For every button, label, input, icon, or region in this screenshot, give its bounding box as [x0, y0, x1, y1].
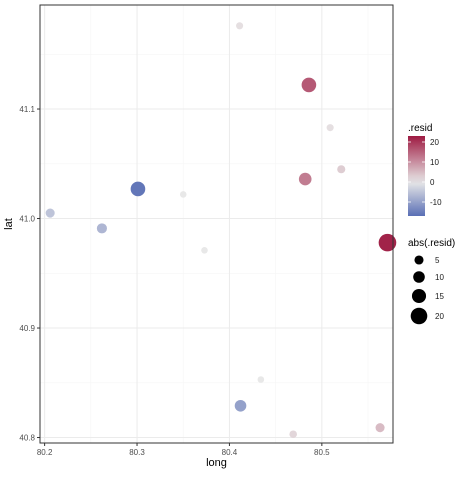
y-axis-title: lat — [3, 218, 15, 230]
data-point — [378, 233, 397, 252]
data-point — [201, 246, 208, 254]
size-key-label: 20 — [435, 312, 444, 321]
x-axis: 80.2 80.3 80.4 80.5 — [37, 443, 330, 457]
y-tick-label: 41.0 — [19, 215, 35, 224]
data-point — [257, 376, 265, 383]
data-point — [130, 181, 146, 197]
color-break-label: 20 — [430, 138, 439, 147]
color-break-label: 0 — [430, 178, 435, 187]
color-break-label: -10 — [430, 198, 442, 207]
y-tick-label: 40.9 — [19, 324, 35, 333]
size-breaks: 5 10 15 20 — [410, 255, 444, 325]
y-tick-label: 40.8 — [19, 434, 35, 443]
data-point — [234, 399, 247, 412]
data-point — [337, 165, 346, 174]
color-breaks: 20 10 0 -10 — [408, 138, 442, 207]
data-point — [96, 223, 107, 234]
size-legend-title: abs(.resid) — [408, 238, 455, 249]
color-legend: .resid 20 10 0 -10 — [408, 123, 442, 216]
color-break-label: 10 — [430, 158, 439, 167]
data-point — [375, 423, 385, 433]
data-point — [289, 430, 297, 439]
data-point — [179, 191, 187, 198]
data-point — [236, 22, 244, 30]
x-tick-label: 80.3 — [129, 448, 145, 457]
size-key-label: 5 — [435, 256, 440, 265]
size-legend: abs(.resid) 5 10 15 20 — [408, 238, 455, 325]
data-point — [326, 124, 334, 132]
size-key-label: 15 — [435, 292, 444, 301]
x-tick-label: 80.4 — [222, 448, 238, 457]
data-point — [301, 77, 317, 93]
grid-layer — [40, 5, 393, 443]
color-bar — [408, 136, 425, 216]
x-tick-label: 80.5 — [314, 448, 330, 457]
size-key-circle — [414, 255, 424, 265]
points-layer — [45, 22, 397, 439]
size-key-label: 10 — [435, 273, 444, 282]
color-legend-title: .resid — [408, 123, 432, 134]
data-point — [298, 172, 312, 186]
size-key-circle — [411, 288, 427, 304]
y-axis: 40.8 40.9 41.0 41.1 — [19, 105, 40, 443]
panel-border — [39, 4, 394, 444]
y-tick-label: 41.1 — [19, 105, 35, 114]
size-key-circle — [410, 307, 428, 325]
size-key-circle — [413, 271, 425, 283]
x-tick-label: 80.2 — [37, 448, 53, 457]
data-point — [45, 208, 55, 218]
x-axis-title: long — [206, 457, 227, 469]
